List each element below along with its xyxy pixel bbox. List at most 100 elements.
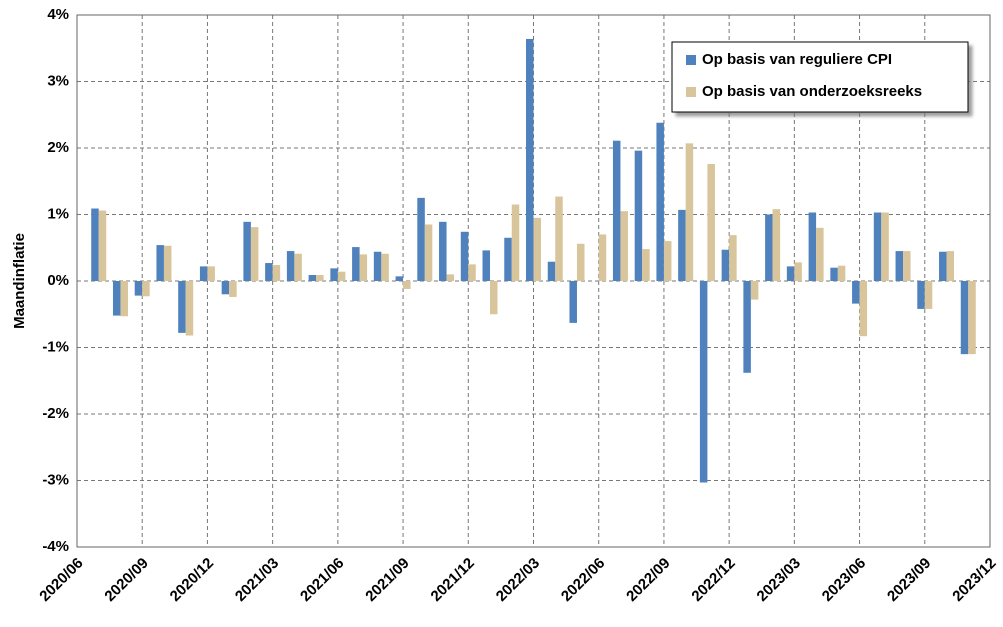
bar (207, 266, 215, 281)
bar (250, 227, 259, 281)
bar (634, 150, 643, 281)
legend: Op basis van reguliere CPI Op basis van o… (671, 41, 969, 113)
x-tick-label: 2023/06 (819, 555, 869, 605)
x-tick-label: 2022/03 (493, 555, 543, 605)
bar (924, 281, 933, 309)
bar (743, 281, 751, 373)
bar (460, 231, 469, 281)
bar (576, 243, 585, 281)
x-tick-label: 2021/06 (297, 555, 347, 605)
bar (490, 281, 498, 315)
bar (707, 163, 715, 281)
bar (91, 208, 99, 281)
bar (946, 251, 955, 281)
bar (859, 281, 868, 337)
bar (699, 281, 708, 483)
bar (359, 254, 368, 281)
y-tick-label: 2% (47, 139, 69, 156)
legend-box (671, 41, 969, 113)
y-tick-label: 0% (47, 272, 69, 289)
bar (243, 221, 251, 281)
x-tick-label: 2023/12 (949, 555, 999, 605)
bar (381, 253, 389, 281)
bar (185, 281, 194, 336)
bar (881, 212, 889, 281)
legend-label: Op basis van reguliere CPI (702, 51, 892, 68)
bar (968, 281, 976, 355)
y-tick-label: 1% (47, 205, 69, 222)
x-tick-label: 2023/09 (884, 555, 934, 605)
bar (642, 249, 650, 281)
bar (678, 209, 686, 281)
bar (352, 247, 360, 281)
bar (772, 209, 781, 281)
y-tick-label: -4% (42, 538, 69, 555)
bar (316, 275, 324, 281)
legend-swatch (686, 87, 696, 97)
legend-label: Op basis van onderzoeksreeks (702, 83, 922, 100)
bar (569, 281, 577, 323)
bar (620, 211, 628, 281)
bar (373, 251, 382, 281)
bar (939, 251, 947, 281)
bar (330, 268, 338, 281)
bar (504, 237, 512, 281)
bar (395, 276, 404, 281)
x-tick-label: 2022/09 (623, 555, 673, 605)
bar (873, 212, 882, 281)
bar (960, 281, 969, 355)
bar (816, 227, 824, 281)
y-tick-label: 4% (47, 6, 69, 23)
y-tick-label: 3% (47, 72, 69, 89)
bar (120, 281, 128, 317)
bar (337, 271, 346, 281)
bar (403, 281, 411, 289)
y-tick-label: -2% (42, 405, 69, 422)
bar (163, 245, 172, 281)
bar (917, 281, 925, 309)
bar (598, 234, 607, 281)
x-tick-label: 2022/12 (688, 555, 738, 605)
bar (178, 281, 186, 333)
bar (265, 263, 273, 281)
x-tick-label: 2020/06 (36, 555, 86, 605)
x-tick-label: 2021/03 (232, 555, 282, 605)
bar (685, 143, 694, 281)
bar (229, 281, 237, 297)
bar (765, 214, 773, 281)
bar (555, 196, 563, 281)
bar (729, 235, 737, 281)
bar (837, 265, 846, 281)
legend-swatch (686, 55, 696, 65)
bar (852, 281, 860, 304)
bar (98, 210, 107, 281)
x-tick-label: 2023/03 (754, 555, 804, 605)
bar (903, 251, 911, 281)
bar (533, 217, 541, 281)
bar (830, 267, 838, 281)
bar (156, 245, 164, 281)
x-tick-label: 2021/09 (362, 555, 412, 605)
bar (446, 274, 455, 281)
y-tick-label: -3% (42, 471, 69, 488)
y-tick-label: -1% (42, 338, 69, 355)
bar (612, 140, 621, 281)
bar (439, 221, 447, 281)
bar (808, 212, 817, 281)
bar (286, 251, 295, 281)
bar (547, 261, 556, 281)
bar (308, 275, 317, 281)
bar (794, 262, 802, 281)
bar (424, 224, 433, 281)
x-tick-label: 2020/09 (101, 555, 151, 605)
bar (417, 197, 425, 281)
bar (112, 281, 121, 316)
bar (468, 264, 476, 281)
bar (272, 265, 281, 281)
plot-border (76, 14, 991, 548)
bar (294, 253, 302, 281)
bar (482, 250, 491, 281)
bar (656, 122, 664, 281)
bar (134, 281, 143, 296)
